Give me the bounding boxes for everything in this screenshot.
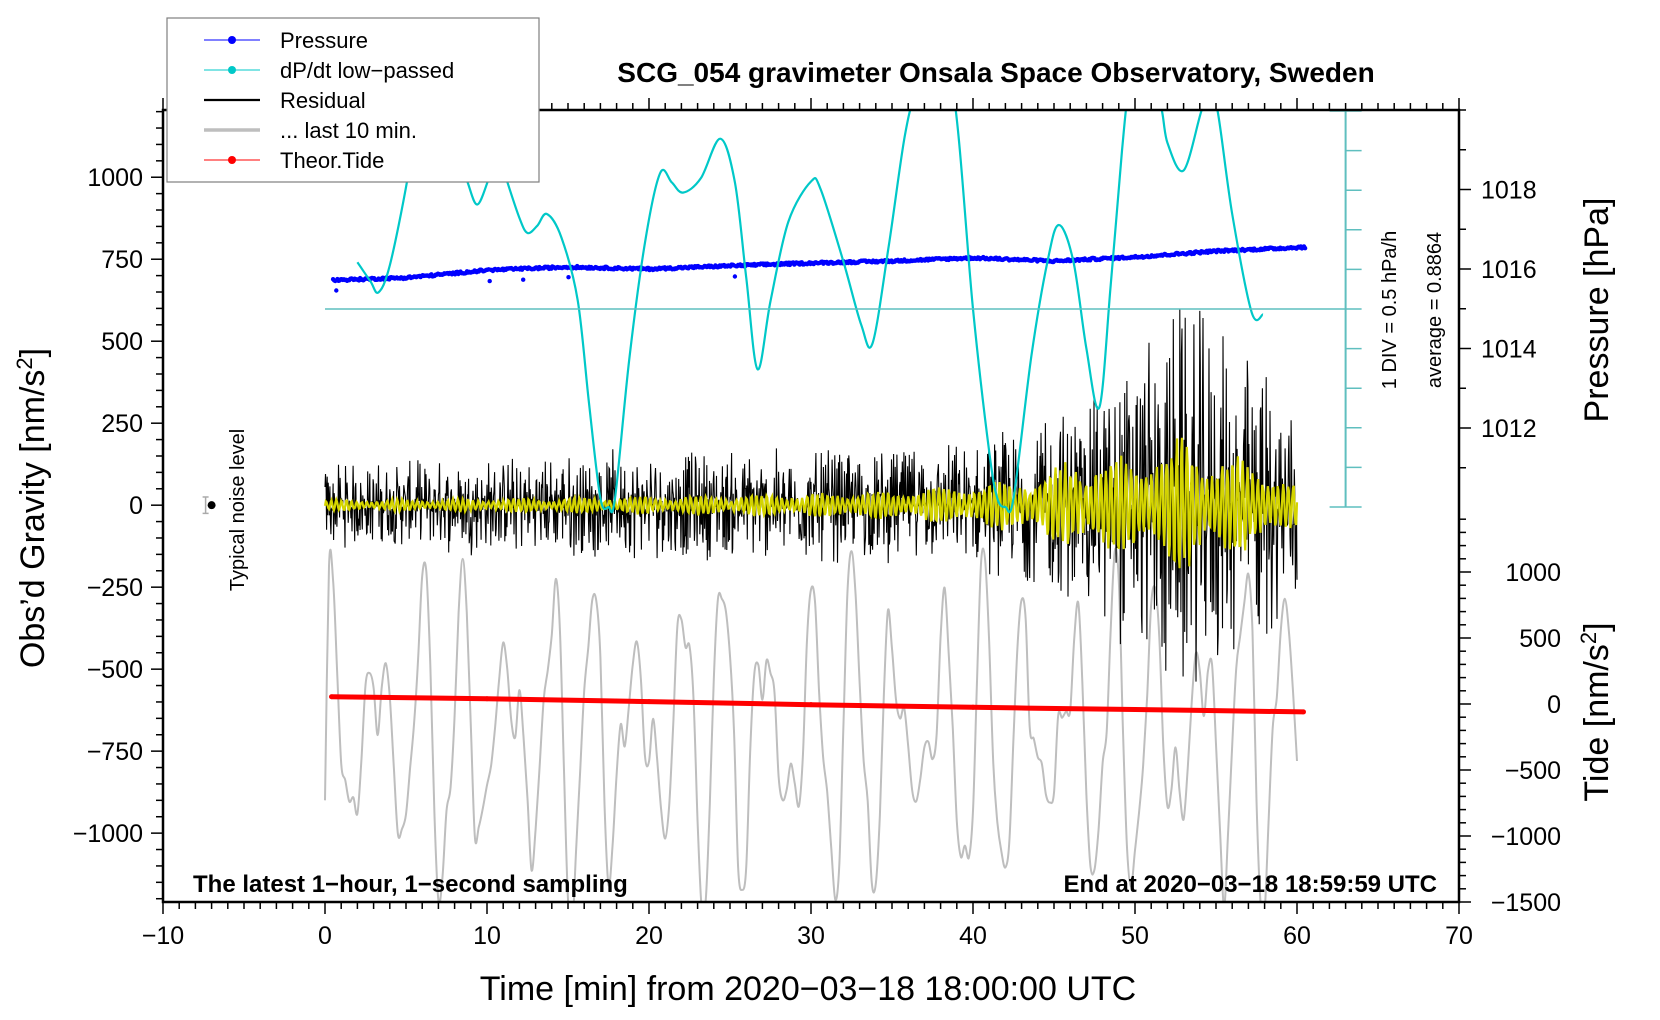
dpdt-division-note: 1 DIV = 0.5 hPa/h: [1379, 231, 1401, 389]
x-tick-label: 20: [635, 922, 663, 950]
pressure-point: [566, 275, 571, 280]
tide-tick-label: −1000: [1491, 823, 1561, 851]
tide-axis-label-main: Tide [nm/s: [1578, 644, 1616, 801]
tide-axis-label-end: ]: [1578, 622, 1616, 631]
legend-label: dP/dt low−passed: [280, 58, 454, 83]
y-tick-label: −500: [87, 656, 143, 684]
legend-swatch-dot: [228, 156, 236, 164]
tide-axis-label: Tide [nm/s2]: [1576, 622, 1616, 801]
pressure-point: [334, 288, 339, 293]
pressure-tick-label: 1014: [1481, 336, 1537, 364]
legend-label: Residual: [280, 88, 366, 113]
dpdt-average-note: average = 0.8864: [1424, 232, 1446, 388]
x-axis-label: Time [min] from 2020−03−18 18:00:00 UTC: [480, 970, 1136, 1008]
x-tick-label: 60: [1283, 922, 1311, 950]
tide-tick-label: −1500: [1491, 889, 1561, 917]
tide-tick-label: 500: [1519, 625, 1561, 653]
y-tick-label: 750: [101, 246, 143, 274]
tide-point: [484, 696, 490, 702]
tide-point: [646, 699, 652, 705]
x-tick-label: 30: [797, 922, 825, 950]
tide-tick-label: −500: [1505, 757, 1561, 785]
noise-marker: [202, 496, 216, 515]
y-tick-label: −250: [87, 574, 143, 602]
tide-point: [1300, 709, 1306, 715]
pressure-point: [732, 274, 738, 279]
left-axis-label-main: Obs’d Gravity [nm/s: [14, 370, 52, 669]
legend-swatch-dot: [228, 36, 236, 44]
legend-label: Pressure: [280, 28, 368, 53]
pressure-series: [330, 244, 1308, 293]
tide-point: [328, 694, 334, 700]
left-axis-label: Obs’d Gravity [nm/s2]: [12, 348, 52, 668]
pressure-tick-label: 1018: [1481, 177, 1537, 205]
tide-point: [808, 702, 814, 708]
x-tick-label: 70: [1445, 922, 1473, 950]
y-tick-label: −1000: [73, 820, 143, 848]
last-10-min-series: [324, 547, 1298, 902]
y-tick-label: 0: [129, 492, 143, 520]
residual-lowpass-series: [323, 437, 1299, 569]
pressure-axis-label: Pressure [hPa]: [1578, 198, 1616, 423]
legend-label: ... last 10 min.: [280, 118, 417, 143]
sampling-note: The latest 1−hour, 1−second sampling: [193, 871, 628, 898]
x-tick-label: 10: [473, 922, 501, 950]
pressure-point: [521, 277, 526, 282]
end-time-note: End at 2020−03−18 18:59:59 UTC: [1063, 871, 1437, 898]
theoretical-tide-series: [328, 694, 1306, 715]
tide-axis-ticks: 1000 500 0 −500 −1000 −1500: [1459, 518, 1561, 917]
pressure-point: [487, 278, 492, 284]
tide-point: [970, 704, 976, 710]
pressure-axis-ticks: 1018 1016 1014 1012: [1459, 109, 1537, 469]
pressure-point: [1302, 246, 1308, 251]
legend-entries: Pressure dP/dt low−passed Residual ... last…: [204, 28, 454, 173]
left-axis-label-end: ]: [14, 348, 52, 357]
tide-tick-label: 0: [1547, 691, 1561, 719]
y-tick-label: −750: [87, 738, 143, 766]
x-tick-label: −10: [142, 922, 184, 950]
pressure-tick-label: 1016: [1481, 256, 1537, 284]
residual-lowpass-line: [323, 437, 1299, 569]
x-tick-label: 50: [1121, 922, 1149, 950]
pressure-tick-label: 1012: [1481, 415, 1537, 443]
last-10-min-line: [324, 547, 1298, 902]
left-axis-ticks: 1000 750 500 250 0 −250 −500 −750 −1000: [73, 110, 163, 900]
y-tick-label: 500: [101, 328, 143, 356]
legend-swatch-dot: [228, 66, 236, 74]
x-tick-label: 0: [318, 922, 332, 950]
noise-dot: [207, 501, 216, 510]
legend-label: Theor.Tide: [280, 148, 384, 173]
left-axis-label-sup: 2: [12, 357, 37, 369]
legend: Pressure dP/dt low−passed Residual ... last…: [166, 17, 540, 183]
tide-point: [1132, 707, 1138, 713]
y-tick-label: 1000: [87, 164, 143, 192]
noise-level-label: Typical noise level: [227, 429, 249, 591]
tide-axis-label-sup: 2: [1576, 632, 1601, 644]
chart-title: SCG_054 gravimeter Onsala Space Observat…: [617, 57, 1374, 88]
y-tick-label: 250: [101, 410, 143, 438]
tide-tick-label: 1000: [1505, 559, 1561, 587]
x-tick-label: 40: [959, 922, 987, 950]
